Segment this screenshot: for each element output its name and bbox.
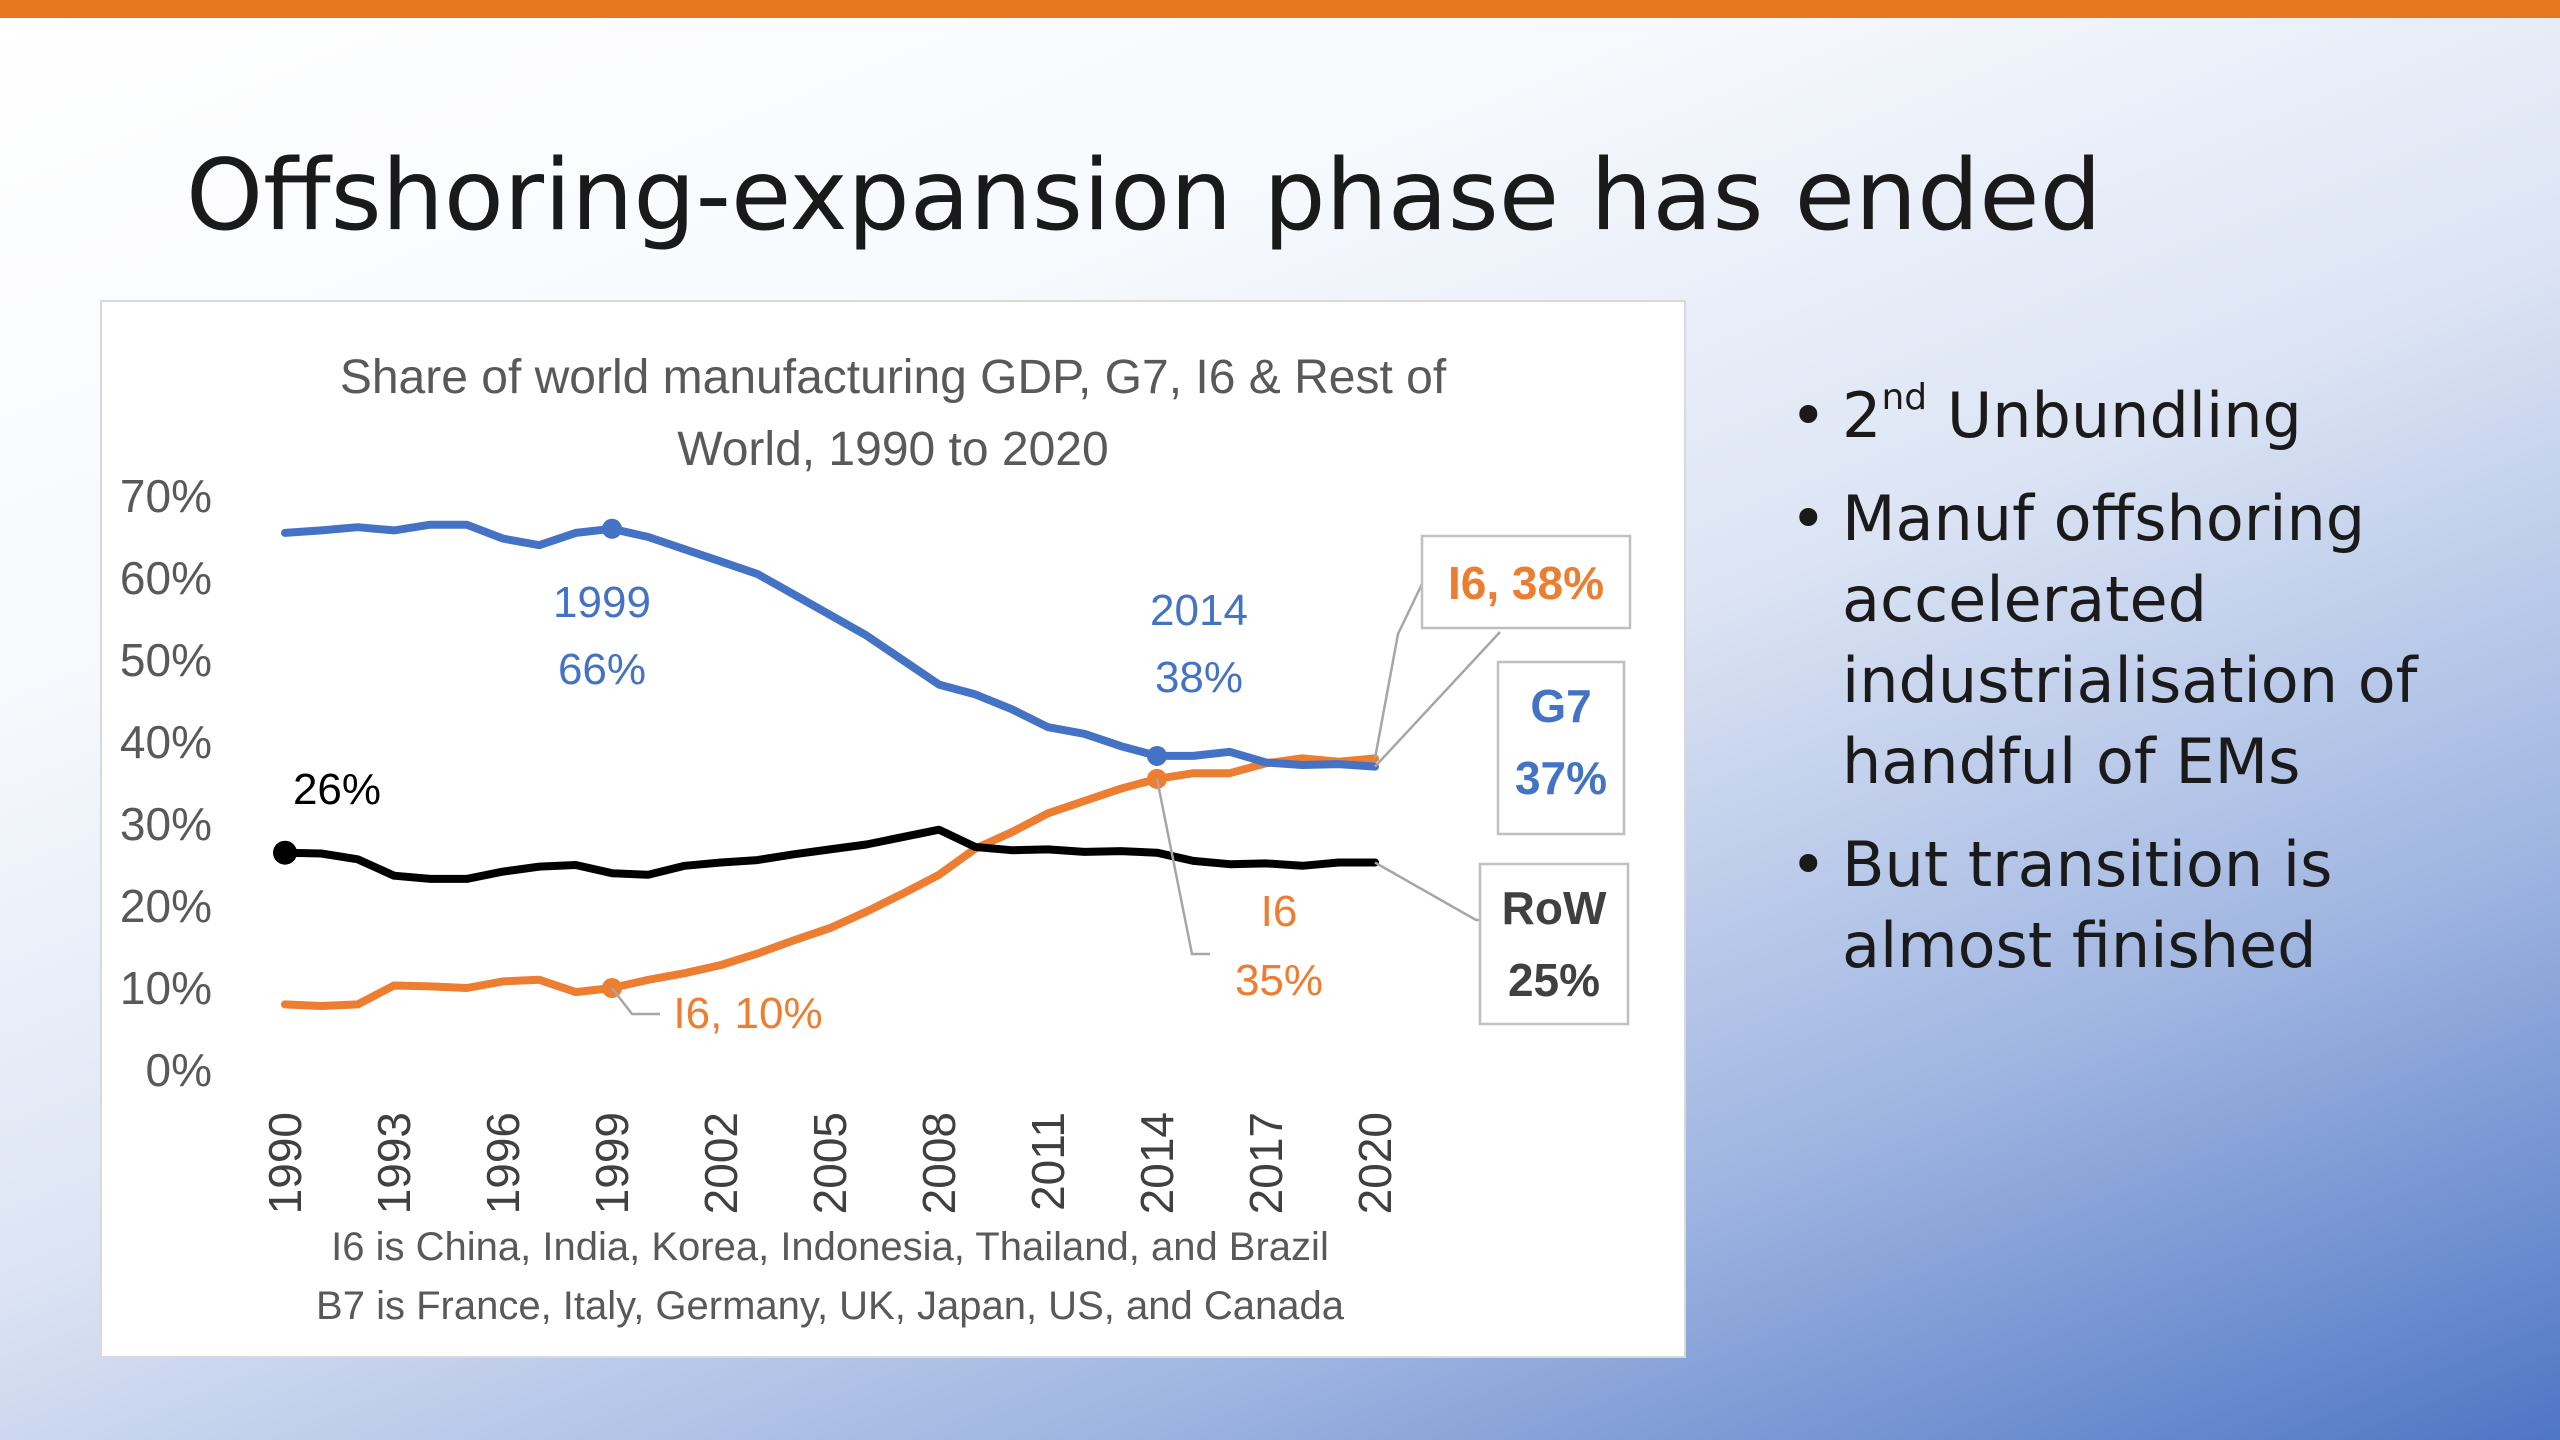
bullet-list: • 2nd Unbundling • Manuf offshoring acce… xyxy=(1790,375,2490,1008)
x-tick-label: 2014 xyxy=(1131,1112,1183,1214)
y-tick-label: 50% xyxy=(120,634,212,686)
label-i6-2014-value: 35% xyxy=(1235,956,1323,1005)
x-tick-label: 1993 xyxy=(368,1112,420,1214)
end-label-row-name: RoW xyxy=(1502,882,1607,934)
bullet-text: But transition is almost finished xyxy=(1842,828,2333,982)
marker-g7-2014 xyxy=(1147,745,1167,766)
x-tick-label: 1996 xyxy=(477,1112,529,1214)
bullet-dot-icon: • xyxy=(1790,482,1827,555)
y-tick-label: 0% xyxy=(146,1044,212,1096)
label-g7-2014-value: 38% xyxy=(1155,653,1243,702)
end-label-g7-value: 37% xyxy=(1515,752,1607,804)
line-chart: Share of world manufacturing GDP, G7, I6… xyxy=(120,351,1632,1328)
y-tick-label: 60% xyxy=(120,552,212,604)
bullet-superscript: nd xyxy=(1881,377,1928,419)
y-tick-label: 10% xyxy=(120,962,212,1014)
x-tick-label: 2020 xyxy=(1349,1112,1401,1214)
series-line-row xyxy=(281,825,1379,883)
end-label-row-value: 25% xyxy=(1508,954,1600,1006)
bullet-dot-icon: • xyxy=(1790,828,1827,901)
x-tick-label: 2002 xyxy=(695,1112,747,1214)
y-tick-label: 20% xyxy=(120,880,212,932)
label-i6-2014-year: I6 xyxy=(1261,887,1298,936)
marker-row-1990 xyxy=(273,840,297,865)
marker-g7-1999 xyxy=(602,518,622,539)
slide-title: Offshoring-expansion phase has ended xyxy=(186,139,2102,253)
end-label-box-g7 xyxy=(1496,660,1626,836)
series-line-g7 xyxy=(281,520,1379,771)
y-tick-label: 70% xyxy=(120,470,212,522)
chart-title-line: Share of world manufacturing GDP, G7, I6… xyxy=(340,351,1447,404)
bullet-2nd-unbundling: • 2nd Unbundling xyxy=(1790,375,2490,456)
bullet-dot-icon: • xyxy=(1790,379,1827,452)
label-g7-2014-year: 2014 xyxy=(1150,586,1248,635)
x-tick-label: 2008 xyxy=(913,1112,965,1214)
y-tick-label: 40% xyxy=(120,716,212,768)
x-tick-label: 2005 xyxy=(804,1112,856,1214)
x-tick-label: 1999 xyxy=(586,1112,638,1214)
leader-i6-2014 xyxy=(1155,778,1210,956)
bullet-text: Manuf offshoring accelerated industriali… xyxy=(1842,482,2418,798)
end-label-i6: I6, 38% xyxy=(1448,557,1604,609)
chart-footnote: B7 is France, Italy, Germany, UK, Japan,… xyxy=(316,1284,1345,1328)
bullet-text: Unbundling xyxy=(1927,379,2302,452)
end-label-box-i6 xyxy=(1420,534,1632,630)
leader-i6-end xyxy=(1373,583,1424,759)
chart-footnote: I6 is China, India, Korea, Indonesia, Th… xyxy=(331,1225,1329,1269)
chart-title-line: World, 1990 to 2020 xyxy=(677,423,1108,476)
label-g7-1999-value: 66% xyxy=(558,645,646,694)
x-tick-label: 2011 xyxy=(1022,1112,1074,1211)
label-row-1990: 26% xyxy=(293,765,381,814)
bullet-manuf-offshoring: • Manuf offshoring accelerated industria… xyxy=(1790,478,2490,802)
label-g7-1999-year: 1999 xyxy=(553,578,651,627)
bullet-number: 2 xyxy=(1842,379,1882,452)
top-accent-bar xyxy=(0,0,2560,18)
bullet-transition: • But transition is almost finished xyxy=(1790,824,2490,986)
chart-panel: Share of world manufacturing GDP, G7, I6… xyxy=(100,300,1686,1358)
x-tick-label: 1990 xyxy=(259,1112,311,1214)
end-label-g7-name: G7 xyxy=(1530,680,1591,732)
x-tick-label: 2017 xyxy=(1240,1112,1292,1214)
leader-i6-1999 xyxy=(611,987,660,1016)
end-label-box-row xyxy=(1478,862,1630,1026)
leader-g7-end xyxy=(1374,631,1501,768)
label-i6-1999: I6, 10% xyxy=(673,989,822,1038)
series-line-i6 xyxy=(281,754,1379,1010)
y-tick-label: 30% xyxy=(120,798,212,850)
